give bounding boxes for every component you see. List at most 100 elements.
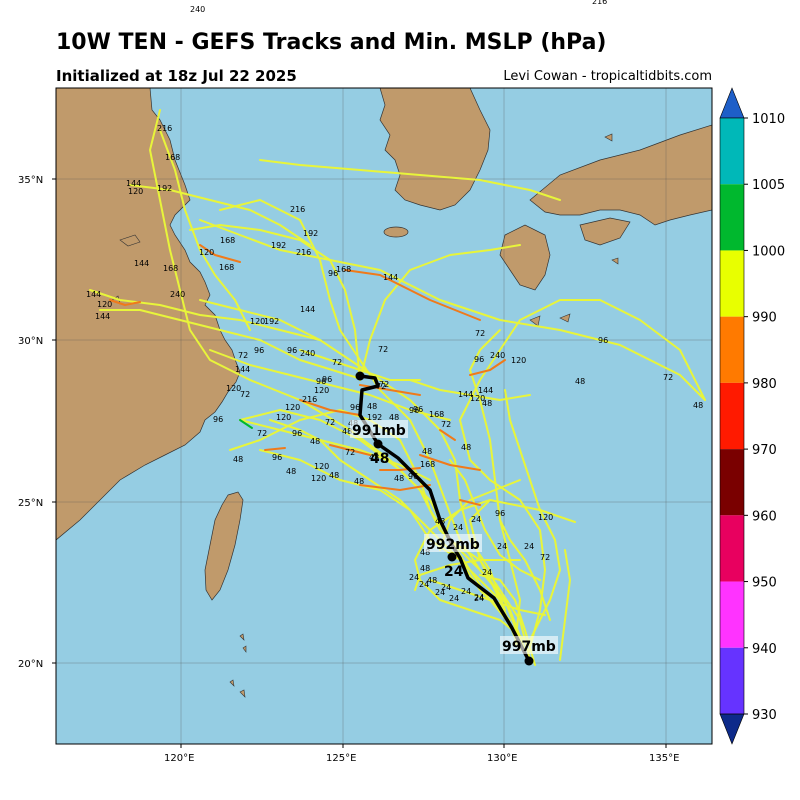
mean-label-992: 992mb 24 (424, 534, 482, 580)
hour-label: 192 (303, 229, 318, 238)
hour-label: 48 (342, 427, 352, 436)
hour-label: 96 (408, 472, 418, 481)
hour-label: 24 (449, 594, 459, 603)
colorbar-segment (720, 118, 744, 185)
hour-label: 72 (378, 345, 388, 354)
hour-label: 72 (325, 418, 335, 427)
hour-label: 120 (285, 403, 300, 412)
colorbar-tick-label: 980 (752, 377, 777, 392)
hour-label: 144 (300, 305, 315, 314)
mean-label-997: 997mb (500, 636, 558, 655)
hour-label: 48 (575, 377, 585, 386)
hour-label: 168 (429, 410, 444, 419)
hour-label: 48 (693, 401, 703, 410)
colorbar-tick-label: 1000 (752, 244, 785, 259)
land-taiwan (204, 491, 244, 601)
hour-label: 48 (354, 477, 364, 486)
hour-label: 96 (328, 269, 338, 278)
hour-label: 72 (376, 382, 386, 391)
hour-label: 72 (475, 329, 485, 338)
colorbar-segment (720, 515, 744, 582)
hour-label: 240 (300, 349, 315, 358)
hour-label: 96 (287, 346, 297, 355)
init-time: Initialized at 18z Jul 22 2025 (56, 67, 297, 85)
hour-label: 48 (422, 447, 432, 456)
hour-label: 48 (329, 471, 339, 480)
hour-label: 120 (470, 394, 485, 403)
colorbar-tick-label: 930 (752, 708, 777, 723)
hour-label: 96 (598, 336, 608, 345)
hour-label: 72 (663, 373, 673, 382)
hour-label: 216 (157, 124, 172, 133)
hour-label: 168 (165, 153, 180, 162)
map-frame (55, 87, 713, 745)
hour-label: 240 (490, 351, 505, 360)
hour-label: 96 (495, 509, 505, 518)
hour-label: 192 (157, 184, 172, 193)
hour-label: 216 (296, 248, 311, 257)
hour-label: 120 (97, 300, 112, 309)
credit-text: Levi Cowan - tropicaltidbits.com (503, 69, 712, 84)
hour-label: 48 (420, 564, 430, 573)
lat-label: 35°N (18, 175, 43, 186)
hour-label: 24 (474, 594, 484, 603)
hour-label: 192 (367, 413, 382, 422)
hour-label: 24 (441, 583, 451, 592)
hour-label: 24 (482, 568, 492, 577)
mean-pressure-label: 992mb (426, 537, 480, 553)
hour-label: 72 (257, 429, 267, 438)
hour-label: 96 (213, 415, 223, 424)
lon-axis: 120°E 125°E 130°E 135°E (164, 744, 679, 764)
hour-label: 120 (250, 317, 265, 326)
hour-label: 168 (336, 265, 351, 274)
colorbar-tick-label: 960 (752, 509, 777, 524)
mean-track-point (373, 439, 383, 449)
hour-label: 120 (276, 413, 291, 422)
hour-label: 144 (134, 259, 149, 268)
lon-label: 125°E (326, 753, 356, 764)
hour-label: 240 (170, 290, 185, 299)
hour-label: 144 (458, 390, 473, 399)
hour-label: 48 (389, 413, 399, 422)
hour-label: 24 (435, 588, 445, 597)
land-japan-honshu (529, 124, 712, 226)
hour-label: 168 (163, 264, 178, 273)
colorbar-tick-label: 1010 (752, 112, 785, 127)
colorbar-segment (720, 647, 744, 714)
hour-label: 168 (220, 236, 235, 245)
colorbar-frame (719, 117, 745, 715)
mean-label-991: 991mb 48 (350, 420, 408, 467)
hour-label: 24 (453, 523, 463, 532)
hour-label: 96 (413, 405, 423, 414)
top-edge-label: 240 (190, 5, 205, 14)
hour-label: 24 (419, 580, 429, 589)
hour-label: 48 (427, 576, 437, 585)
hour-label: 48 (367, 402, 377, 411)
land-jeju (383, 226, 409, 238)
lat-label: 30°N (18, 336, 43, 347)
hour-label: 48 (482, 399, 492, 408)
mean-pressure-label: 991mb (352, 423, 406, 439)
hour-label: 144 (86, 290, 101, 299)
colorbar-segment (720, 250, 744, 317)
hour-label: 96 (409, 406, 419, 415)
lat-label: 25°N (18, 498, 43, 509)
hour-label: 24 (409, 573, 419, 582)
hour-label: 144 (126, 179, 141, 188)
hour-label: 48 (394, 474, 404, 483)
hour-label: 96 (316, 377, 326, 386)
hour-label: 48 (233, 455, 243, 464)
hour-label: 168 (420, 460, 435, 469)
land-japan-shikoku (579, 217, 631, 246)
hour-label: 120 (311, 474, 326, 483)
lon-label: 135°E (649, 753, 679, 764)
hour-label: 48 (369, 453, 379, 462)
hour-label: 120 (199, 248, 214, 257)
hour-label: 72 (540, 553, 550, 562)
colorbar-tick-label: 1005 (752, 178, 785, 193)
hour-label: 96 (272, 453, 282, 462)
hour-label: 144 (478, 386, 493, 395)
hour-label: 120 (128, 187, 143, 196)
colorbar-segment (720, 316, 744, 383)
